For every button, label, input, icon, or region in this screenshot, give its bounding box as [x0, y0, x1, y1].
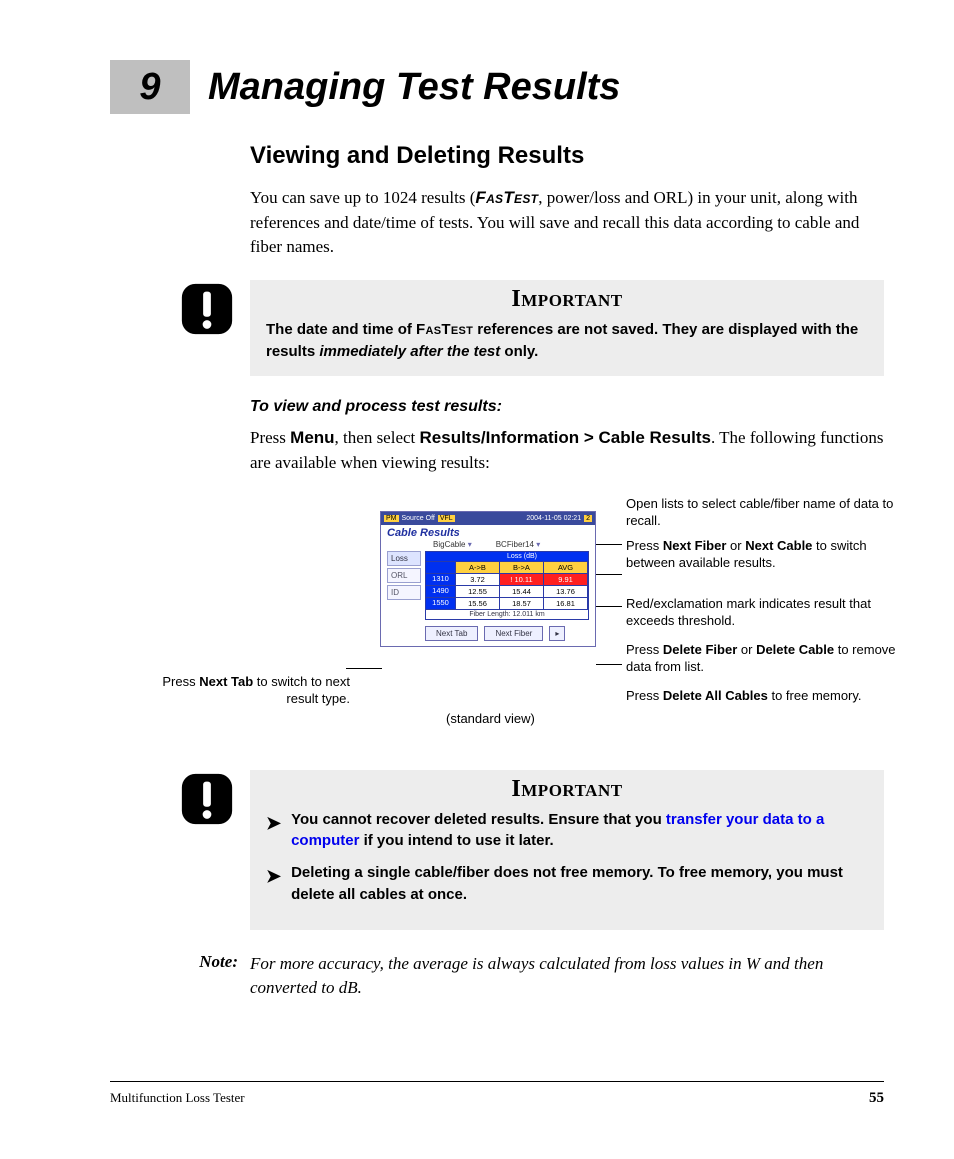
- b1b: if you intend to use it later.: [359, 832, 553, 849]
- cell-exceeds: ! 10.11: [500, 573, 544, 585]
- b2: Deleting a single cable/fiber does not f…: [291, 862, 868, 906]
- dropdown-icon[interactable]: ▾: [468, 540, 472, 549]
- proc-menu: Menu: [290, 428, 334, 447]
- cell-exceeds: 9.91: [544, 573, 588, 585]
- procedure-title: To view and process test results:: [250, 398, 884, 416]
- arrow-button[interactable]: ▸: [549, 626, 565, 641]
- imp1-a: The date and time of: [266, 321, 416, 338]
- c: or: [726, 538, 745, 553]
- ss-fiber[interactable]: BCFiber14: [496, 540, 534, 549]
- cell: 3.72: [456, 573, 500, 585]
- ss-date: 2004-11-05 02:21: [526, 515, 581, 522]
- c: Press: [626, 538, 663, 553]
- cell: 12.55: [456, 585, 500, 597]
- fastest-term: FasTest: [475, 188, 538, 207]
- chapter-number: 9: [110, 60, 190, 114]
- col-avg: AVG: [544, 561, 588, 573]
- ss-buttons: Next Tab Next Fiber ▸: [381, 622, 595, 646]
- row-wl: 1550: [426, 597, 456, 609]
- intro-paragraph: You can save up to 1024 results (FasTest…: [250, 186, 884, 260]
- important-heading-2: Important: [266, 776, 868, 803]
- c: or: [737, 642, 756, 657]
- callout-r3: Red/exclamation mark indicates result th…: [626, 596, 906, 630]
- b1a: You cannot recover deleted results. Ensu…: [291, 811, 666, 828]
- row-wl: 1310: [426, 573, 456, 585]
- ss-selectors: BigCable ▾ BCFiber14 ▾: [381, 540, 595, 551]
- imp1-fastest: FasTest: [416, 321, 473, 338]
- proc-path: Results/Information > Cable Results: [420, 428, 711, 447]
- dropdown-icon[interactable]: ▾: [536, 540, 540, 549]
- callout-r1: Open lists to select cable/fiber name of…: [626, 496, 906, 530]
- callout-left: Press Next Tab to switch to next result …: [140, 674, 350, 708]
- chapter-heading: 9 Managing Test Results: [110, 60, 884, 114]
- tab-loss[interactable]: Loss: [387, 551, 421, 566]
- c: Delete Cable: [756, 642, 834, 657]
- ss-statusbar: PM Source Off VFL 2004-11-05 02:21 2: [381, 512, 595, 525]
- cell: 16.81: [544, 597, 588, 609]
- c: Press: [626, 688, 663, 703]
- figure-area: PM Source Off VFL 2004-11-05 02:21 2 Cab…: [250, 496, 884, 746]
- c: to free memory.: [768, 688, 862, 703]
- proc-a: Press: [250, 428, 290, 447]
- footer-page-number: 55: [869, 1090, 884, 1107]
- cell: 18.57: [500, 597, 544, 609]
- ss-bat: 2: [584, 515, 592, 522]
- co-l-a: Press: [162, 674, 199, 689]
- tab-orl[interactable]: ORL: [387, 568, 421, 583]
- important-block-2: Important ➤ You cannot recover deleted r…: [110, 770, 884, 930]
- note-text: For more accuracy, the average is always…: [250, 952, 884, 1001]
- next-fiber-button[interactable]: Next Fiber: [484, 626, 543, 641]
- standard-view-label: (standard view): [446, 711, 535, 726]
- fiber-length: Fiber Length: 12.011 km: [426, 609, 588, 619]
- ss-table: Loss (dB) A->B B->A AVG 1310 3.72 ! 10.1…: [425, 551, 589, 620]
- ss-title: Cable Results: [381, 525, 595, 540]
- proc-b: , then select: [335, 428, 420, 447]
- cell: 15.56: [456, 597, 500, 609]
- c: Next Fiber: [663, 538, 727, 553]
- important-text: The date and time of FasTest references …: [266, 319, 868, 363]
- co-l-c: to switch to next result type.: [253, 674, 350, 706]
- tab-id[interactable]: ID: [387, 585, 421, 600]
- important-block-1: Important The date and time of FasTest r…: [110, 280, 884, 377]
- important-icon: [178, 280, 236, 338]
- c: Press: [626, 642, 663, 657]
- c: Delete Fiber: [663, 642, 737, 657]
- col-ab: A->B: [456, 561, 500, 573]
- note-label: Note:: [172, 952, 238, 1001]
- ss-hdr-loss: Loss (dB): [456, 552, 588, 561]
- ss-pm: PM: [384, 515, 399, 522]
- ss-cable[interactable]: BigCable: [433, 540, 465, 549]
- ss-vfl: VFL: [438, 515, 455, 522]
- co-l-b: Next Tab: [199, 674, 253, 689]
- bullet-2: ➤ Deleting a single cable/fiber does not…: [266, 862, 868, 906]
- callout-r2: Press Next Fiber or Next Cable to switch…: [626, 538, 906, 572]
- cell: 13.76: [544, 585, 588, 597]
- bullet-icon: ➤: [266, 863, 281, 889]
- page-footer: Multifunction Loss Tester 55: [110, 1081, 884, 1107]
- cell: 15.44: [500, 585, 544, 597]
- bullet-1: ➤ You cannot recover deleted results. En…: [266, 809, 868, 853]
- bullet-icon: ➤: [266, 810, 281, 836]
- imp1-em: immediately after the test: [319, 343, 500, 360]
- important-heading: Important: [266, 286, 868, 313]
- callout-r4: Press Delete Fiber or Delete Cable to re…: [626, 642, 916, 676]
- ss-side-tabs: Loss ORL ID: [387, 551, 421, 620]
- callout-r5: Press Delete All Cables to free memory.: [626, 688, 906, 705]
- c: Next Cable: [745, 538, 812, 553]
- footer-product: Multifunction Loss Tester: [110, 1090, 245, 1107]
- important-icon: [178, 770, 236, 828]
- ss-src: Source Off: [402, 515, 435, 522]
- device-screenshot: PM Source Off VFL 2004-11-05 02:21 2 Cab…: [380, 511, 596, 647]
- imp1-c: only.: [500, 343, 538, 360]
- col-ba: B->A: [500, 561, 544, 573]
- chapter-title: Managing Test Results: [208, 66, 620, 109]
- c: Delete All Cables: [663, 688, 768, 703]
- row-wl: 1490: [426, 585, 456, 597]
- section-title: Viewing and Deleting Results: [250, 142, 884, 170]
- procedure-text: Press Menu, then select Results/Informat…: [250, 426, 884, 475]
- intro-text-a: You can save up to 1024 results (: [250, 188, 475, 207]
- note-block: Note: For more accuracy, the average is …: [172, 952, 884, 1001]
- next-tab-button[interactable]: Next Tab: [425, 626, 478, 641]
